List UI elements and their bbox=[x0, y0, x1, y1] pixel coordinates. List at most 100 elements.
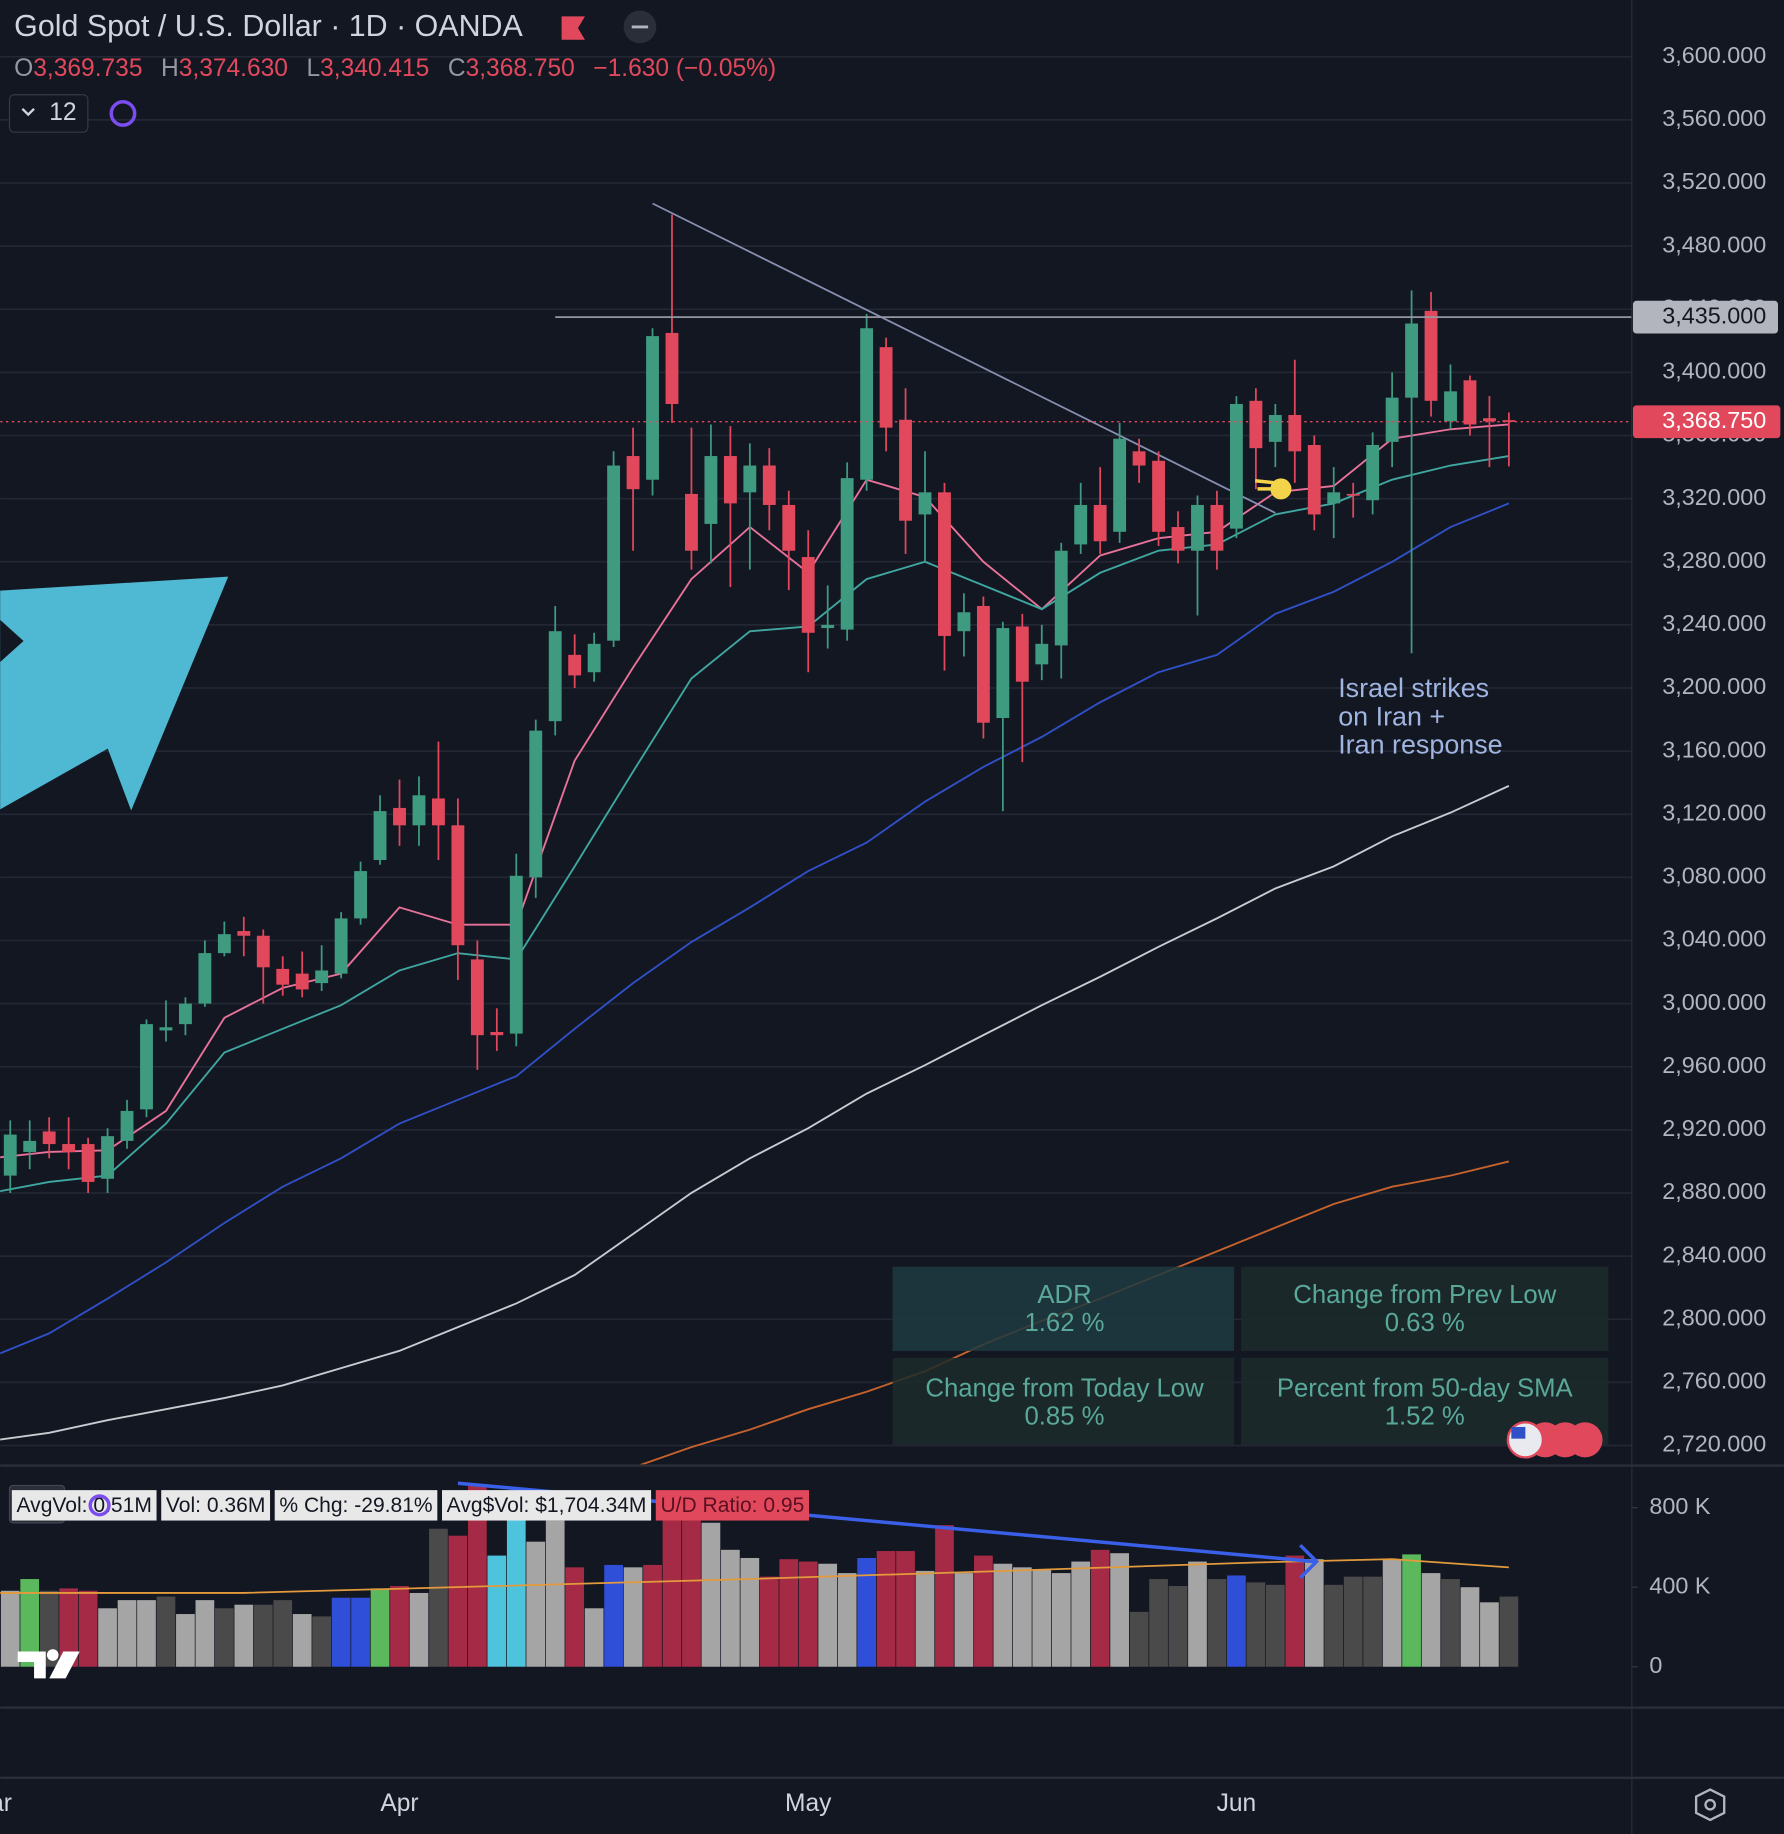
candle-body bbox=[432, 798, 445, 826]
ohlc-key: L bbox=[306, 56, 320, 83]
y-tick-label: 2,880.000 bbox=[1662, 1178, 1766, 1204]
volume-bar bbox=[176, 1614, 195, 1667]
candle-body bbox=[685, 493, 698, 551]
candle-body bbox=[295, 973, 309, 990]
candle-body bbox=[938, 492, 951, 636]
event-flags bbox=[1506, 1421, 1603, 1459]
y-tick-label: 2,720.000 bbox=[1662, 1431, 1766, 1457]
x-tick-label: Apr bbox=[380, 1790, 418, 1817]
candle-body bbox=[1482, 418, 1496, 422]
y-tick-label: 3,280.000 bbox=[1662, 547, 1766, 573]
candle-body bbox=[918, 492, 932, 515]
candle-body bbox=[1463, 380, 1477, 425]
volume-bar bbox=[837, 1573, 857, 1667]
candle-body bbox=[548, 631, 562, 722]
volume-bar bbox=[429, 1528, 448, 1667]
ohlc-value: 3,374.630 bbox=[179, 56, 288, 83]
info-label: Change from Prev Low bbox=[1293, 1281, 1556, 1309]
candle-body bbox=[587, 643, 601, 673]
volume-bar bbox=[195, 1600, 215, 1667]
indicator-toggle[interactable] bbox=[8, 94, 89, 133]
volume-bar bbox=[20, 1579, 40, 1667]
candle-body bbox=[665, 332, 679, 404]
volume-bar bbox=[818, 1563, 838, 1667]
volume-bar bbox=[954, 1573, 974, 1667]
volume-bar bbox=[1110, 1553, 1129, 1667]
volume-bar bbox=[1012, 1567, 1032, 1667]
y-tick-label: 3,520.000 bbox=[1662, 168, 1766, 194]
candle-body bbox=[607, 465, 621, 641]
candle-body bbox=[42, 1131, 56, 1145]
candle-body bbox=[334, 918, 348, 974]
y-tick-label: 3,560.000 bbox=[1662, 105, 1766, 131]
candle-body bbox=[373, 811, 387, 861]
candle-body bbox=[976, 605, 990, 723]
volume-bar bbox=[273, 1600, 293, 1667]
volume-bar bbox=[1499, 1596, 1519, 1667]
volume-bar bbox=[1421, 1573, 1441, 1667]
price-badge bbox=[1632, 405, 1781, 439]
volume-bar bbox=[1480, 1602, 1499, 1667]
y-tick-label: 2,960.000 bbox=[1662, 1052, 1766, 1078]
price-pane bbox=[0, 202, 1632, 1465]
volume-bar bbox=[701, 1522, 721, 1667]
candle-body bbox=[840, 478, 854, 630]
volume-bar bbox=[1304, 1559, 1324, 1667]
candle-body bbox=[821, 624, 835, 629]
volume-bar bbox=[1090, 1549, 1110, 1667]
volume-bar bbox=[759, 1576, 779, 1667]
stat-box bbox=[11, 1490, 157, 1521]
settings-icon[interactable] bbox=[1694, 1788, 1726, 1822]
volume-bar bbox=[78, 1590, 98, 1667]
volume-bar bbox=[1149, 1579, 1168, 1667]
candle-body bbox=[1405, 323, 1419, 398]
info-label: Percent from 50-day SMA bbox=[1277, 1374, 1574, 1402]
candle-body bbox=[1152, 460, 1165, 532]
volume-bar bbox=[1382, 1559, 1402, 1667]
info-label: Change from Today Low bbox=[925, 1374, 1204, 1402]
stat-box bbox=[274, 1490, 438, 1521]
volume-bar bbox=[1032, 1569, 1052, 1667]
volume-bar bbox=[740, 1557, 760, 1667]
volume-bar bbox=[370, 1588, 390, 1667]
sync-icon bbox=[88, 1494, 111, 1517]
annotation-text: Iran response bbox=[1338, 729, 1502, 759]
trendline bbox=[652, 202, 1276, 514]
candle-body bbox=[1113, 438, 1127, 532]
volume-bar bbox=[234, 1604, 254, 1667]
volume-bar bbox=[1343, 1576, 1363, 1667]
stat-box bbox=[655, 1490, 810, 1521]
info-value: 1.52 % bbox=[1385, 1402, 1465, 1430]
candle-body bbox=[276, 968, 290, 985]
sync-icon[interactable] bbox=[109, 100, 137, 127]
ohlc-value: 3,340.415 bbox=[320, 56, 429, 83]
candle-body bbox=[256, 935, 270, 968]
volume-bar bbox=[1285, 1555, 1305, 1667]
settings-icon-center bbox=[1704, 1798, 1717, 1811]
candle-body bbox=[626, 456, 640, 490]
ohlc-key: C bbox=[448, 56, 466, 83]
volume-bar bbox=[0, 1590, 20, 1667]
price-label: 3,368.750 bbox=[1662, 407, 1766, 433]
candle-body bbox=[1288, 415, 1302, 452]
volume-bar bbox=[993, 1563, 1013, 1667]
info-cell bbox=[892, 1266, 1235, 1351]
y-tick-label: 3,320.000 bbox=[1662, 484, 1766, 510]
volume-bar bbox=[1460, 1587, 1480, 1667]
settings[interactable] bbox=[1694, 1788, 1726, 1822]
level-badge bbox=[1632, 300, 1779, 334]
candle-body bbox=[879, 347, 893, 428]
moving-average bbox=[0, 455, 1510, 1193]
candle-body bbox=[81, 1144, 95, 1182]
candle-body bbox=[1249, 400, 1263, 449]
candle-body bbox=[743, 465, 757, 493]
candle-body bbox=[315, 970, 329, 984]
candle-body bbox=[393, 807, 406, 826]
volume-bar bbox=[779, 1559, 799, 1667]
y-tick-label: 400 K bbox=[1649, 1572, 1710, 1598]
arrow-drawing bbox=[0, 576, 229, 811]
candle-body bbox=[490, 1032, 504, 1036]
tv-logo bbox=[17, 1651, 80, 1679]
